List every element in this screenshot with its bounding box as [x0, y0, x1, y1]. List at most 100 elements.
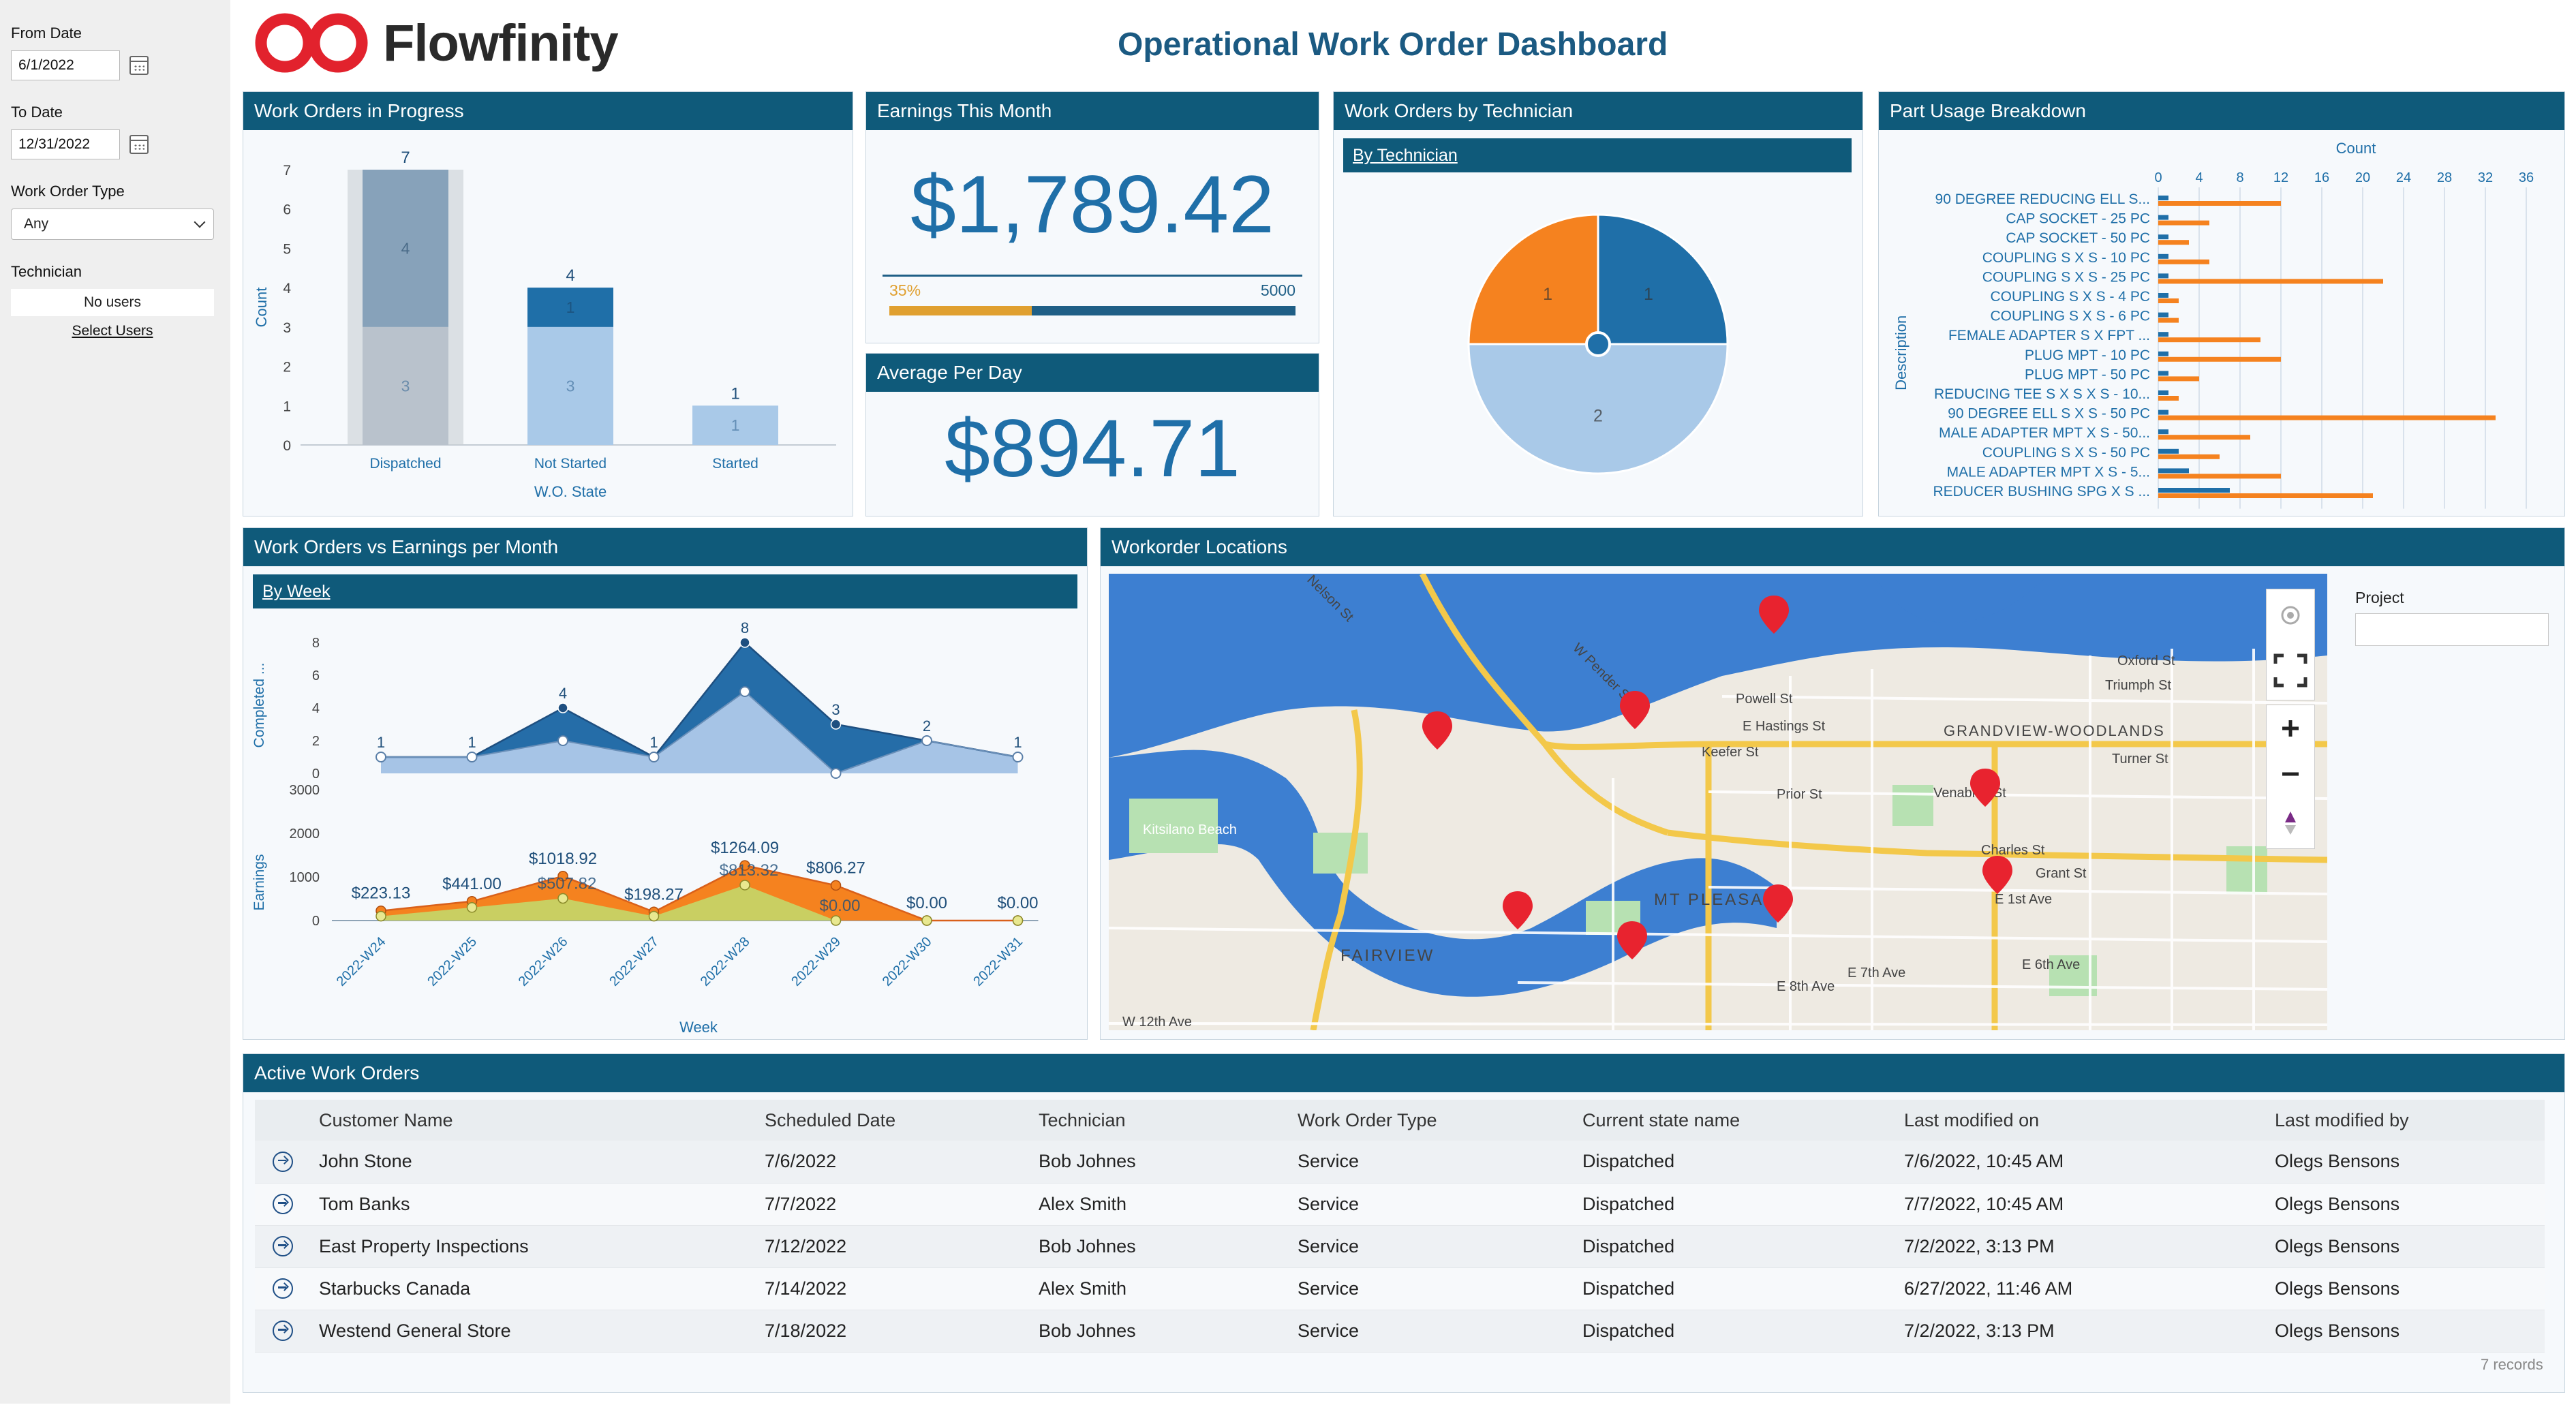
map-label: Prior St	[1777, 787, 1822, 802]
table-row[interactable]: Westend General Store 7/18/2022 Bob John…	[255, 1310, 2545, 1353]
row-cell	[255, 1183, 312, 1226]
panel-title: Average Per Day	[866, 354, 1319, 392]
map-pin-icon[interactable]	[1970, 769, 2000, 807]
map-pin-icon[interactable]	[1982, 856, 2012, 894]
calendar-icon[interactable]	[129, 135, 149, 154]
map-pin-icon[interactable]	[1617, 921, 1647, 959]
work-order-type-select[interactable]: Any	[11, 209, 214, 240]
bar-series-2	[2158, 415, 2496, 420]
y-tick-label: COUPLING S X S - 4 PC	[1990, 289, 2150, 305]
pie-slice	[1467, 213, 1599, 345]
bar-series-1	[2158, 332, 2168, 337]
bar-series-2	[2158, 493, 2373, 498]
active-work-orders-table: Customer Name Scheduled Date Technician …	[255, 1100, 2545, 1353]
map-label: FAIRVIEW	[1340, 946, 1435, 965]
table-row[interactable]: Starbucks Canada 7/14/2022 Alex Smith Se…	[255, 1267, 2545, 1310]
map-pin-icon[interactable]	[1759, 596, 1789, 634]
zoom-out-icon[interactable]	[2280, 763, 2301, 785]
map-label: E 6th Ave	[2022, 957, 2080, 972]
table-row[interactable]: East Property Inspections 7/12/2022 Bob …	[255, 1225, 2545, 1268]
map-label: Keefer St	[1702, 745, 1759, 760]
pie-slice	[1597, 213, 1729, 345]
panel-title: Work Orders in Progress	[243, 92, 853, 130]
bar-series-1	[2158, 468, 2189, 474]
map-pin-icon[interactable]	[1422, 711, 1452, 750]
calendar-icon[interactable]	[129, 56, 149, 75]
column-header[interactable]: Technician	[1032, 1100, 1291, 1141]
map-canvas[interactable]: FAIRVIEW MT PLEASANT GRANDVIEW-WOODLANDS…	[1109, 574, 2327, 1030]
divider	[883, 275, 1302, 277]
x-tick-label: 2022-W25	[425, 934, 480, 989]
open-record-icon[interactable]	[273, 1151, 293, 1172]
table-row[interactable]: John Stone 7/6/2022 Bob Johnes Service D…	[255, 1141, 2545, 1184]
fullscreen-icon[interactable]	[2273, 653, 2308, 688]
pie-slice-label: 1	[1543, 285, 1552, 304]
bar-series-1	[2158, 196, 2168, 200]
row-cell: Olegs Bensons	[2268, 1183, 2545, 1226]
bar-segment-label: 3	[566, 377, 575, 395]
bar-total-label: 1	[731, 384, 739, 403]
column-header[interactable]: Customer Name	[312, 1100, 758, 1141]
x-tick-label: 12	[2273, 170, 2288, 185]
table-row[interactable]: Tom Banks 7/7/2022 Alex Smith Service Di…	[255, 1183, 2545, 1226]
column-header[interactable]: Scheduled Date	[758, 1100, 1032, 1141]
map-pin-icon[interactable]	[1503, 891, 1533, 929]
table-header-icon	[255, 1100, 312, 1141]
work-orders-vs-earnings-chart: 0 2 4 6 8 Completed ... 1 1 4 1 8 3 2 1 0 1000 2000 3000 E…	[251, 619, 1039, 1036]
open-record-icon[interactable]	[273, 1278, 293, 1299]
column-header[interactable]: Work Order Type	[1291, 1100, 1576, 1141]
map-view[interactable]: FAIRVIEW MT PLEASANT GRANDVIEW-WOODLANDS…	[1109, 574, 2327, 1030]
by-week-link[interactable]: By Week	[253, 574, 1077, 608]
bar-segment	[363, 170, 448, 327]
x-tick-label: 24	[2396, 170, 2411, 185]
y-axis-title: Count	[253, 288, 270, 328]
data-label: 3	[831, 701, 840, 718]
completed-area-total	[381, 643, 1018, 773]
map-pin-icon[interactable]	[1620, 691, 1650, 729]
zoom-in-icon[interactable]	[2280, 717, 2301, 739]
false-creek	[1109, 750, 1777, 997]
y-tick-label: MALE ADAPTER MPT X S - 50...	[1939, 425, 2150, 441]
work-order-type-value: Any	[24, 216, 49, 232]
x-tick-label: 2022-W31	[970, 934, 1026, 989]
bar-segment	[692, 405, 778, 445]
from-date-field[interactable]: 6/1/2022	[11, 50, 120, 80]
bar-series-1	[2158, 429, 2168, 435]
row-cell: Olegs Bensons	[2268, 1310, 2545, 1353]
pie-slice-label: 1	[1644, 285, 1653, 304]
bar-series-2	[2158, 259, 2209, 264]
data-label-inner: $813.32	[720, 861, 779, 880]
x-tick-label: 32	[2478, 170, 2493, 185]
to-date-field[interactable]: 12/31/2022	[11, 129, 120, 159]
x-tick-label: 2022-W30	[880, 934, 935, 989]
row-cell: East Property Inspections	[312, 1225, 758, 1268]
x-tick-label: 0	[2154, 170, 2162, 185]
open-record-icon[interactable]	[273, 1194, 293, 1214]
project-input[interactable]	[2355, 613, 2549, 646]
column-header[interactable]: Last modified on	[1897, 1100, 2268, 1141]
map-label: Triumph St	[2105, 678, 2172, 693]
row-cell	[255, 1141, 312, 1184]
data-label: 4	[559, 685, 567, 702]
earnings-point-light	[1012, 915, 1024, 926]
map-pin-icon[interactable]	[1763, 884, 1793, 923]
select-users-link[interactable]: Select Users	[72, 323, 153, 339]
part-usage-panel: Part Usage Breakdown Count 0 4 8 12 16 20 24 28 3…	[1878, 91, 2565, 516]
map-label: Grant St	[2036, 866, 2087, 881]
locate-icon[interactable]	[2277, 602, 2304, 629]
open-record-icon[interactable]	[273, 1321, 293, 1341]
average-value: $894.71	[945, 403, 1240, 494]
by-technician-link[interactable]: By Technician	[1343, 138, 1852, 172]
bar-series-1	[2158, 253, 2168, 259]
bar-series-1	[2158, 234, 2168, 240]
progress-max: 5000	[1260, 281, 1295, 299]
row-cell: 7/7/2022	[758, 1183, 1032, 1226]
column-header[interactable]: Current state name	[1576, 1100, 1897, 1141]
open-record-icon[interactable]	[273, 1236, 293, 1256]
y-tick-label: 90 DEGREE ELL S X S - 50 PC	[1948, 406, 2150, 422]
row-cell: Alex Smith	[1032, 1267, 1291, 1310]
compass-icon[interactable]	[2280, 809, 2301, 836]
work-orders-vs-earnings-panel: Work Orders vs Earnings per Month By Wee…	[243, 527, 1088, 1040]
x-tick-label: 28	[2437, 170, 2452, 185]
column-header[interactable]: Last modified by	[2268, 1100, 2545, 1141]
